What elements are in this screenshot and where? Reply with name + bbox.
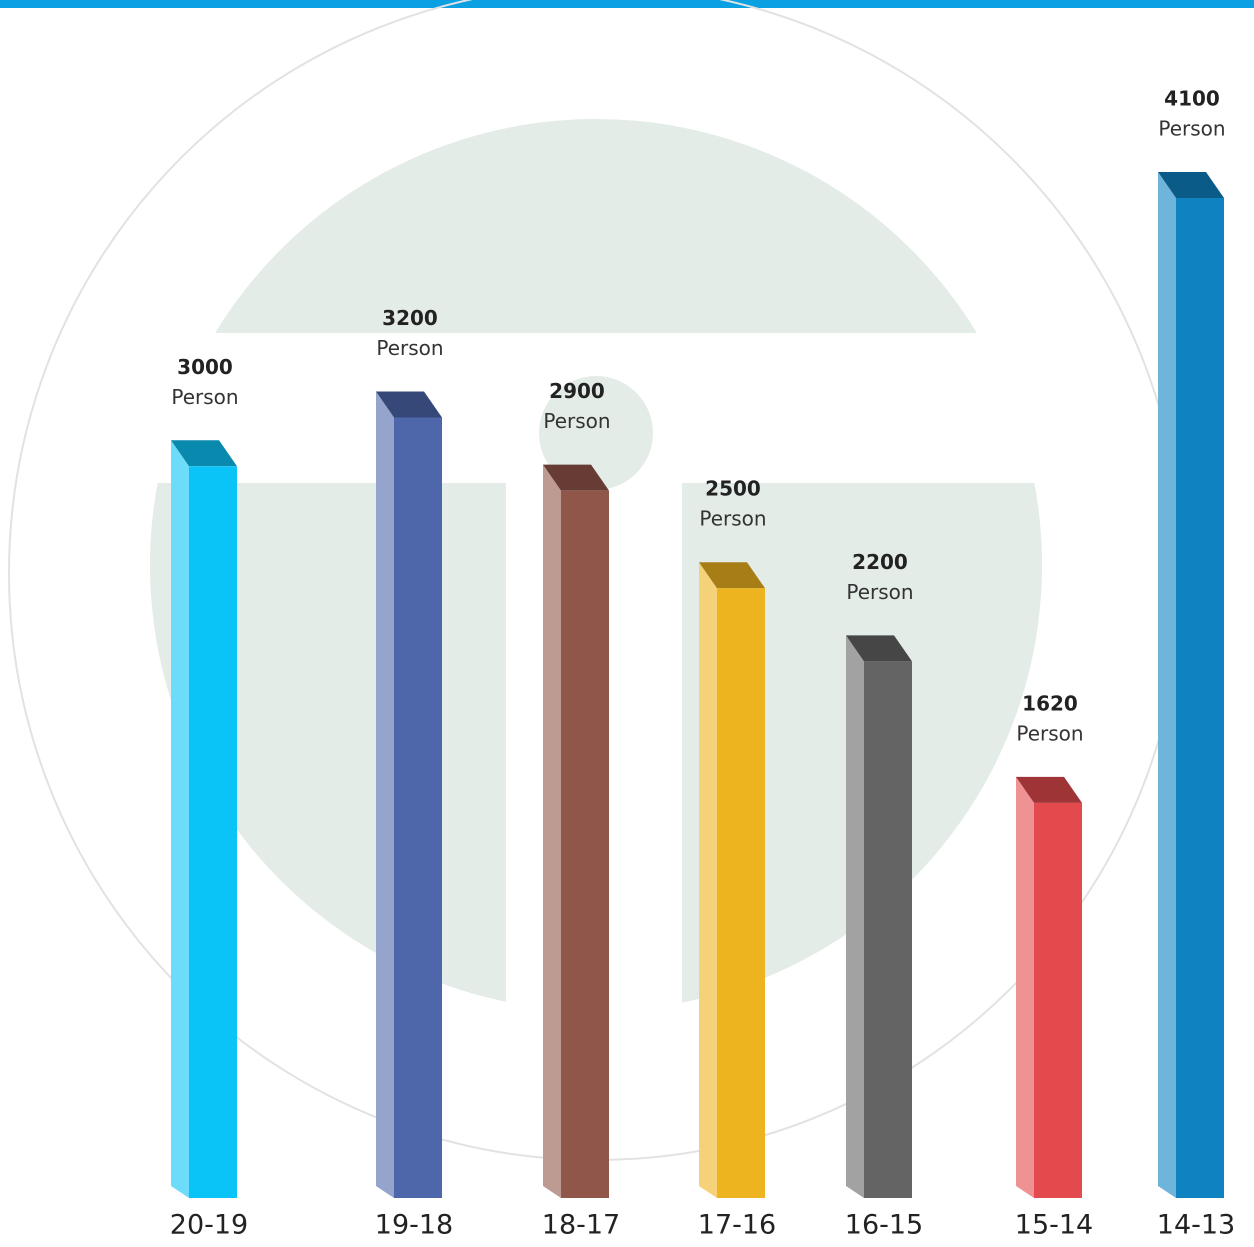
bar-top <box>699 562 765 589</box>
bar <box>171 440 237 1198</box>
x-tick-label: 15-14 <box>1015 1210 1093 1241</box>
bar <box>1016 776 1082 1198</box>
bar-front <box>394 417 442 1198</box>
bar-top <box>543 464 609 491</box>
unit-label: Person <box>543 409 610 433</box>
bar-front <box>717 588 765 1198</box>
bar-side <box>1016 776 1034 1198</box>
x-tick-label: 20-19 <box>170 1210 248 1241</box>
bar-front <box>561 490 609 1198</box>
bar-front <box>1034 802 1082 1198</box>
bar <box>543 464 609 1198</box>
bar-top <box>1158 172 1224 198</box>
value-label: 2500 <box>705 477 761 501</box>
bar-top <box>1016 776 1082 803</box>
bar-front <box>189 466 237 1198</box>
bars: 3000 Person 20-19 3200 Person 19-18 2900 Person… <box>170 87 1235 1241</box>
bar-top <box>376 391 442 418</box>
bar <box>376 391 442 1198</box>
bar-side <box>543 464 561 1198</box>
bar-front <box>864 661 912 1198</box>
value-label: 1620 <box>1022 691 1078 715</box>
bar <box>699 562 765 1198</box>
value-label: 2900 <box>549 379 605 403</box>
unit-label: Person <box>1158 117 1225 141</box>
x-tick-label: 19-18 <box>375 1210 453 1241</box>
unit-label: Person <box>171 385 238 409</box>
x-tick-label: 14-13 <box>1157 1210 1235 1241</box>
bar <box>1158 172 1224 1198</box>
unit-label: Person <box>376 336 443 360</box>
bar-side <box>171 440 189 1198</box>
top-strip <box>0 0 1254 8</box>
bar-front <box>1176 198 1224 1198</box>
bar-top <box>171 440 237 467</box>
unit-label: Person <box>846 580 913 604</box>
bar-side <box>1158 172 1176 1198</box>
unit-label: Person <box>1016 721 1083 745</box>
bar <box>846 635 912 1198</box>
bar-side <box>376 391 394 1198</box>
x-tick-label: 18-17 <box>542 1210 620 1241</box>
unit-label: Person <box>699 507 766 531</box>
value-label: 3000 <box>177 355 233 379</box>
x-tick-label: 16-15 <box>845 1210 923 1241</box>
value-label: 4100 <box>1164 87 1220 111</box>
value-label: 2200 <box>852 550 908 574</box>
bar-side <box>846 635 864 1198</box>
bar-side <box>699 562 717 1198</box>
x-tick-label: 17-16 <box>698 1210 776 1241</box>
bar-top <box>846 635 912 662</box>
value-label: 3200 <box>382 306 438 330</box>
